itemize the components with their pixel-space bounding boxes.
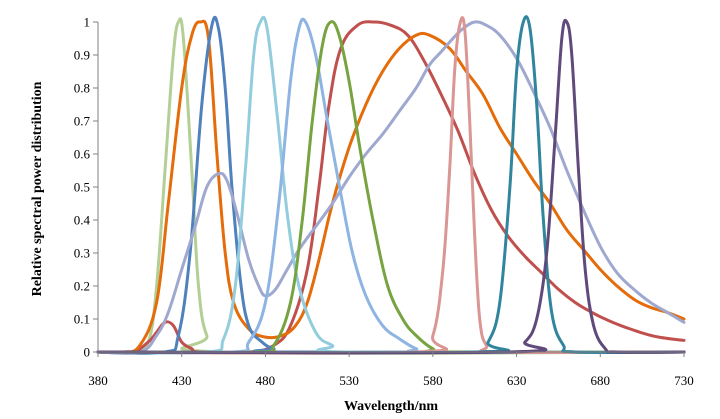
- x-tick-label: 380: [88, 373, 108, 388]
- x-tick-label: 730: [674, 373, 694, 388]
- y-tick-label: 1: [84, 15, 91, 30]
- y-tick-label: 0.3: [74, 246, 90, 261]
- y-axis-title: Relative spectral power distribution: [30, 81, 45, 296]
- series-line-7: [96, 17, 686, 355]
- y-tick-label: 0: [84, 345, 91, 360]
- series-line-2: [96, 20, 686, 355]
- x-tick-label: 630: [507, 373, 527, 388]
- x-tick-labels: 380 430 480 530 580 630 680 730: [88, 373, 694, 388]
- plot-area: [96, 15, 686, 355]
- x-tick-label: 480: [256, 373, 276, 388]
- x-axis-title: Wavelength/nm: [344, 399, 438, 414]
- series-line-5: [96, 20, 686, 355]
- y-tick-label: 0.7: [74, 114, 91, 129]
- series-line-3: [96, 19, 686, 355]
- y-tick-label: 0.2: [74, 279, 90, 294]
- series-line-11: [96, 18, 686, 355]
- y-tick-label: 0.9: [74, 48, 90, 63]
- series-line-6: [96, 15, 686, 355]
- y-tick-label: 0.1: [74, 312, 90, 327]
- x-tick-label: 530: [339, 373, 359, 388]
- series-line-9: [96, 16, 686, 355]
- y-tick-labels: 0 0.1 0.2 0.3 0.4 0.5 0.6 0.7 0.8 0.9 1: [74, 15, 91, 360]
- y-tick-label: 0.6: [74, 147, 91, 162]
- x-tick-label: 580: [423, 373, 443, 388]
- x-tick-label: 680: [591, 373, 611, 388]
- axes: [93, 21, 685, 357]
- series-line-8: [96, 20, 686, 355]
- y-tick-label: 0.4: [74, 213, 91, 228]
- y-tick-label: 0.5: [74, 180, 90, 195]
- y-tick-label: 0.8: [74, 81, 90, 96]
- x-tick-label: 430: [172, 373, 192, 388]
